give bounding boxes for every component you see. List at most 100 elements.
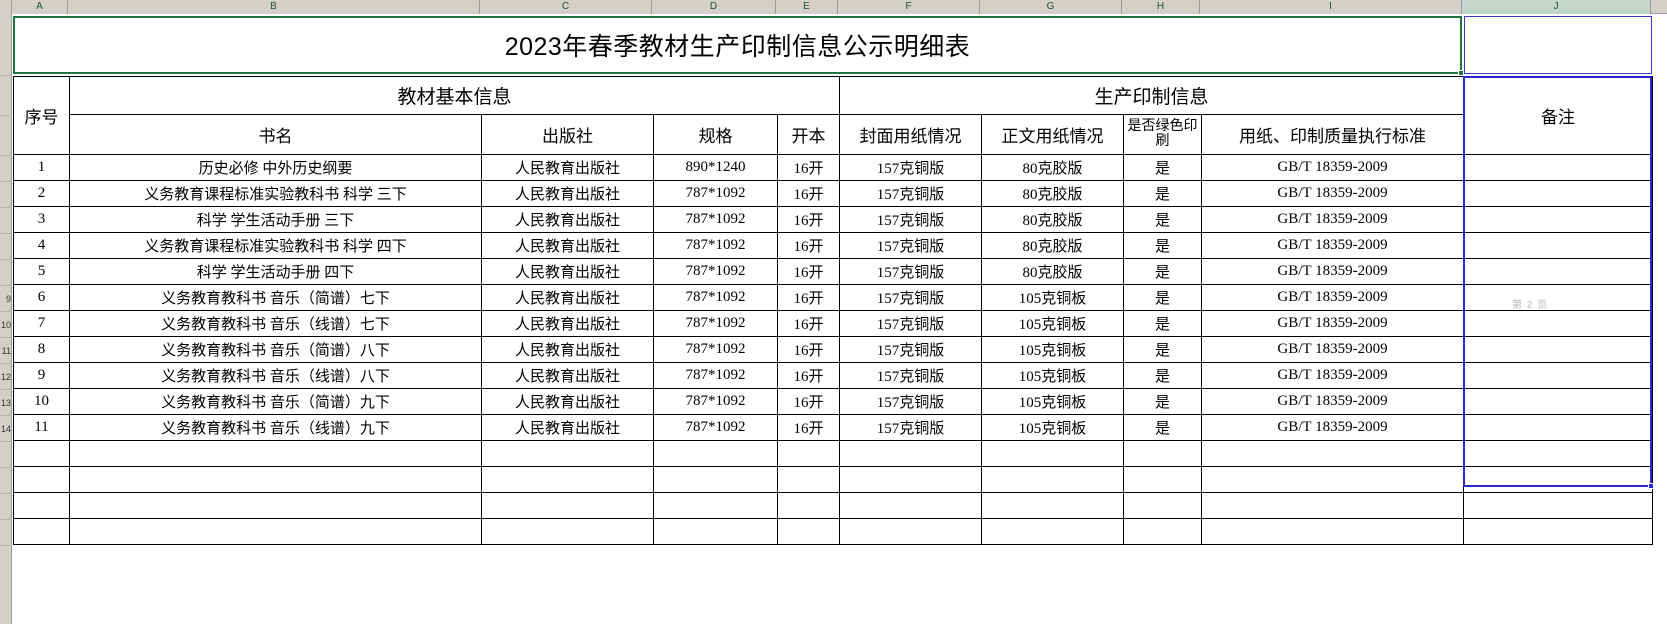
- cell-standard[interactable]: GB/T 18359-2009: [1201, 310, 1464, 337]
- cell-seq-empty[interactable]: [13, 440, 70, 467]
- title-row-note-cell[interactable]: [1464, 16, 1652, 74]
- cell-note[interactable]: [1463, 232, 1653, 259]
- cell-format-empty[interactable]: [777, 492, 840, 519]
- cell-standard-empty[interactable]: [1201, 518, 1464, 545]
- header-publisher[interactable]: 出版社: [481, 114, 654, 155]
- cell-seq[interactable]: 3: [13, 206, 70, 233]
- cell-spec-empty[interactable]: [653, 492, 778, 519]
- cell-standard[interactable]: GB/T 18359-2009: [1201, 362, 1464, 389]
- row-header[interactable]: 12: [0, 364, 12, 390]
- cell-spec[interactable]: 787*1092: [653, 284, 778, 311]
- cell-spec[interactable]: 787*1092: [653, 180, 778, 207]
- cell-standard-empty[interactable]: [1201, 440, 1464, 467]
- cell-green-print-empty[interactable]: [1123, 492, 1202, 519]
- cell-publisher[interactable]: 人民教育出版社: [481, 284, 654, 311]
- cell-standard[interactable]: GB/T 18359-2009: [1201, 284, 1464, 311]
- row-header[interactable]: [0, 494, 12, 520]
- column-header-a[interactable]: A: [12, 0, 68, 14]
- row-header[interactable]: [0, 208, 12, 234]
- cell-book-name[interactable]: 义务教育教科书 音乐（简谱）八下: [69, 336, 482, 363]
- column-header-g[interactable]: G: [980, 0, 1122, 14]
- header-format[interactable]: 开本: [777, 114, 840, 155]
- cell-book-name[interactable]: 义务教育教科书 音乐（线谱）七下: [69, 310, 482, 337]
- cell-format[interactable]: 16开: [777, 154, 840, 181]
- cell-green-print[interactable]: 是: [1123, 336, 1202, 363]
- cell-seq[interactable]: 11: [13, 414, 70, 441]
- cell-seq[interactable]: 9: [13, 362, 70, 389]
- row-header[interactable]: [0, 234, 12, 260]
- cell-publisher[interactable]: 人民教育出版社: [481, 232, 654, 259]
- cell-format[interactable]: 16开: [777, 258, 840, 285]
- cell-cover-paper[interactable]: 157克铜版: [839, 232, 982, 259]
- column-header-j[interactable]: J: [1462, 0, 1651, 14]
- cell-green-print[interactable]: 是: [1123, 180, 1202, 207]
- cell-cover-paper-empty[interactable]: [839, 440, 982, 467]
- cell-seq-empty[interactable]: [13, 492, 70, 519]
- cell-format-empty[interactable]: [777, 518, 840, 545]
- cell-green-print[interactable]: 是: [1123, 388, 1202, 415]
- cell-note-empty[interactable]: [1463, 492, 1653, 519]
- cell-book-name[interactable]: 义务教育课程标准实验教科书 科学 三下: [69, 180, 482, 207]
- cell-spec[interactable]: 787*1092: [653, 258, 778, 285]
- cell-spec-empty[interactable]: [653, 518, 778, 545]
- cell-spec-empty[interactable]: [653, 440, 778, 467]
- cell-body-paper[interactable]: 80克胶版: [981, 232, 1124, 259]
- cell-spec[interactable]: 890*1240: [653, 154, 778, 181]
- cell-format[interactable]: 16开: [777, 388, 840, 415]
- cell-green-print-empty[interactable]: [1123, 466, 1202, 493]
- cell-book-name[interactable]: 历史必修 中外历史纲要: [69, 154, 482, 181]
- cell-note[interactable]: [1463, 258, 1653, 285]
- cell-note-empty[interactable]: [1463, 466, 1653, 493]
- cell-seq[interactable]: 1: [13, 154, 70, 181]
- cell-cover-paper[interactable]: 157克铜版: [839, 388, 982, 415]
- cell-note[interactable]: [1463, 414, 1653, 441]
- cell-format[interactable]: 16开: [777, 206, 840, 233]
- cell-standard[interactable]: GB/T 18359-2009: [1201, 336, 1464, 363]
- cell-body-paper-empty[interactable]: [981, 492, 1124, 519]
- cell-format[interactable]: 16开: [777, 284, 840, 311]
- cell-cover-paper[interactable]: 157克铜版: [839, 258, 982, 285]
- cell-spec-empty[interactable]: [653, 466, 778, 493]
- cell-green-print-empty[interactable]: [1123, 440, 1202, 467]
- cell-note[interactable]: [1463, 154, 1653, 181]
- cell-note[interactable]: [1463, 206, 1653, 233]
- cell-standard[interactable]: GB/T 18359-2009: [1201, 388, 1464, 415]
- cell-spec[interactable]: 787*1092: [653, 388, 778, 415]
- column-header-b[interactable]: B: [68, 0, 480, 14]
- cell-publisher[interactable]: 人民教育出版社: [481, 206, 654, 233]
- row-header[interactable]: 11: [0, 338, 12, 364]
- cell-format[interactable]: 16开: [777, 232, 840, 259]
- cell-cover-paper[interactable]: 157克铜版: [839, 310, 982, 337]
- cell-publisher[interactable]: 人民教育出版社: [481, 310, 654, 337]
- cell-green-print[interactable]: 是: [1123, 258, 1202, 285]
- cell-body-paper-empty[interactable]: [981, 518, 1124, 545]
- cell-body-paper[interactable]: 105克铜板: [981, 414, 1124, 441]
- cell-standard-empty[interactable]: [1201, 466, 1464, 493]
- row-header[interactable]: [0, 76, 12, 116]
- header-cover-paper[interactable]: 封面用纸情况: [839, 114, 982, 155]
- row-header[interactable]: 10: [0, 312, 12, 338]
- cell-green-print[interactable]: 是: [1123, 284, 1202, 311]
- column-header-c[interactable]: C: [480, 0, 652, 14]
- cell-publisher-empty[interactable]: [481, 518, 654, 545]
- cell-seq[interactable]: 7: [13, 310, 70, 337]
- cell-seq[interactable]: 10: [13, 388, 70, 415]
- cell-standard-empty[interactable]: [1201, 492, 1464, 519]
- cell-spec[interactable]: 787*1092: [653, 414, 778, 441]
- cell-note[interactable]: [1463, 362, 1653, 389]
- header-group-basic[interactable]: 教材基本信息: [69, 76, 840, 115]
- cell-book-name-empty[interactable]: [69, 466, 482, 493]
- cell-seq[interactable]: 4: [13, 232, 70, 259]
- cell-cover-paper[interactable]: 157克铜版: [839, 180, 982, 207]
- cell-body-paper[interactable]: 80克胶版: [981, 258, 1124, 285]
- cell-cover-paper-empty[interactable]: [839, 466, 982, 493]
- cell-publisher[interactable]: 人民教育出版社: [481, 388, 654, 415]
- header-group-print[interactable]: 生产印制信息: [839, 76, 1464, 115]
- cell-standard[interactable]: GB/T 18359-2009: [1201, 154, 1464, 181]
- cell-standard[interactable]: GB/T 18359-2009: [1201, 180, 1464, 207]
- cell-book-name[interactable]: 义务教育教科书 音乐（简谱）九下: [69, 388, 482, 415]
- cell-green-print[interactable]: 是: [1123, 310, 1202, 337]
- cell-seq[interactable]: 8: [13, 336, 70, 363]
- cell-format[interactable]: 16开: [777, 336, 840, 363]
- cell-standard[interactable]: GB/T 18359-2009: [1201, 232, 1464, 259]
